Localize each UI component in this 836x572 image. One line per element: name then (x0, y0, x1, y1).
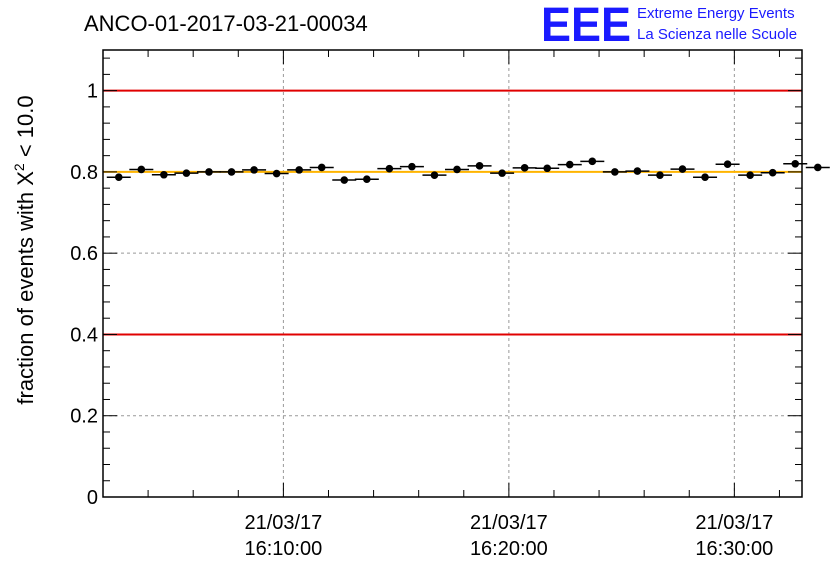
y-tick-label: 0.8 (70, 162, 98, 184)
data-point (760, 168, 785, 177)
y-tick-label: 0.6 (70, 243, 98, 265)
data-point (738, 171, 763, 179)
data-point (129, 165, 154, 174)
data-point (783, 159, 808, 168)
data-point-marker (114, 173, 123, 181)
data-point (242, 166, 267, 174)
data-point (715, 160, 740, 168)
data-point-marker (227, 168, 236, 176)
data-point (512, 164, 537, 172)
data-point (309, 163, 334, 172)
data-point-marker (678, 165, 687, 173)
data-point (332, 176, 357, 184)
data-point-marker (272, 169, 281, 178)
y-tick-label: 0.4 (70, 324, 98, 346)
logo-mark: EEE (541, 0, 631, 52)
y-tick-labels: 0 0.2 0.4 0.6 0.8 1 (70, 81, 98, 509)
data-point-marker (363, 175, 371, 184)
data-point-marker (475, 162, 484, 170)
x-tick-date: 21/03/17 (695, 512, 773, 534)
data-point (377, 164, 402, 173)
data-point-marker (746, 171, 754, 179)
data-point (670, 165, 695, 173)
data-point (805, 163, 830, 172)
y-axis-label: fraction of events with X2 < 10.0 (11, 95, 38, 404)
data-point-marker (453, 165, 461, 174)
axis-ticks (102, 50, 802, 498)
x-tick-time: 16:20:00 (470, 538, 548, 560)
data-points (106, 157, 830, 184)
reference-lines (103, 89, 802, 336)
data-point (647, 171, 672, 179)
data-point (354, 175, 379, 184)
y-tick-label: 0.2 (70, 406, 98, 428)
data-point-marker (430, 171, 439, 179)
chart-title: ANCO-01-2017-03-21-00034 (84, 11, 368, 36)
y-tick-label: 0 (87, 487, 98, 509)
data-point (535, 164, 560, 173)
data-point-marker (182, 169, 191, 177)
x-tick-time: 16:10:00 (244, 538, 322, 560)
data-point-marker (588, 157, 597, 166)
data-point (287, 166, 312, 174)
data-point (264, 169, 289, 178)
x-tick-labels: 21/03/17 16:10:00 21/03/17 16:20:00 21/03/17… (244, 512, 773, 560)
data-point-marker (317, 163, 326, 172)
data-point-marker (611, 168, 619, 176)
data-point-marker (633, 167, 642, 175)
data-point (467, 162, 492, 170)
data-point-marker (498, 169, 506, 177)
data-point-marker (385, 164, 394, 173)
plot-frame (102, 49, 803, 498)
logo-line-1: Extreme Energy Events (637, 5, 795, 22)
data-point (422, 171, 447, 179)
data-point-marker (408, 162, 416, 171)
data-point-marker (813, 163, 822, 172)
data-point-marker (543, 164, 552, 173)
data-point-marker (340, 176, 349, 184)
data-point (580, 157, 605, 166)
data-point-marker (205, 168, 213, 176)
data-point-marker (768, 168, 777, 177)
data-point-marker (137, 165, 146, 174)
eee-logo: EEE Extreme Energy Events La Scienza nel… (541, 0, 797, 52)
logo-line-2: La Scienza nelle Scuole (637, 26, 797, 43)
x-tick-time: 16:30:00 (695, 538, 773, 560)
data-point (602, 168, 627, 176)
data-point-marker (160, 170, 168, 179)
data-point (490, 169, 515, 177)
x-tick-date: 21/03/17 (470, 512, 548, 534)
data-point-marker (791, 159, 800, 168)
data-point-marker (250, 166, 258, 174)
data-point (219, 168, 244, 176)
data-point (106, 173, 131, 181)
x-tick-date: 21/03/17 (244, 512, 322, 534)
data-point (174, 169, 199, 177)
data-point (445, 165, 470, 174)
data-point (151, 170, 176, 179)
y-tick-label: 1 (87, 81, 98, 103)
data-point (625, 167, 650, 175)
data-point (196, 168, 221, 176)
grid (103, 50, 802, 497)
data-point-marker (723, 160, 732, 168)
data-point-marker (701, 173, 709, 181)
data-point-marker (656, 171, 664, 179)
data-point-marker (520, 164, 529, 172)
data-point (399, 162, 424, 171)
data-point-marker (295, 166, 303, 174)
data-point (693, 173, 718, 181)
data-point-marker (565, 160, 574, 169)
data-point (557, 160, 582, 169)
